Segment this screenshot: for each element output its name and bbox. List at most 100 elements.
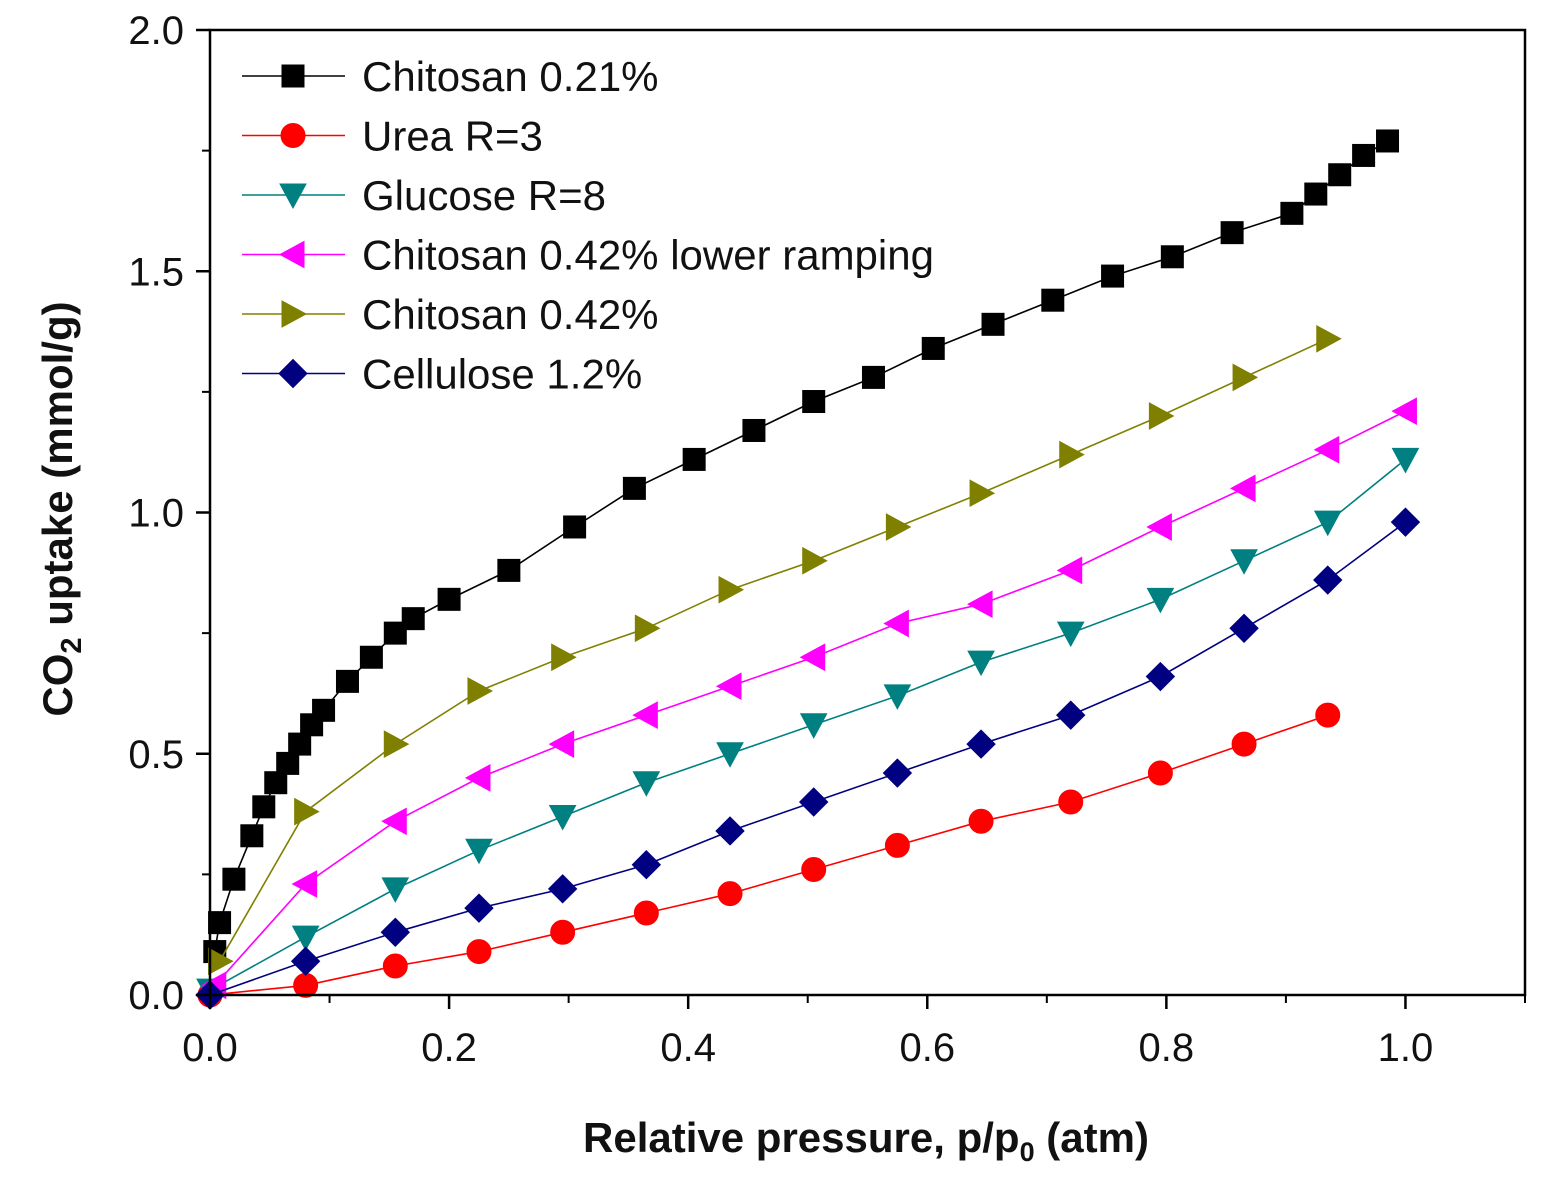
data-point xyxy=(222,867,246,891)
y-axis: 0.0 0.5 1.0 1.5 2.0 xyxy=(128,9,210,1018)
data-point xyxy=(1230,549,1258,575)
legend-item: Chitosan 0.42% xyxy=(242,291,659,338)
data-point xyxy=(290,946,321,976)
data-point xyxy=(883,684,912,710)
y-axis-title-subscript: 2 xyxy=(56,637,88,653)
data-point xyxy=(1313,510,1342,537)
data-point xyxy=(798,787,829,817)
data-point xyxy=(551,643,577,672)
data-point xyxy=(1352,143,1376,167)
x-axis: 0.0 0.2 0.4 0.6 0.8 1.0 xyxy=(182,995,1526,1070)
series-1 xyxy=(197,702,1341,1008)
data-point xyxy=(1328,163,1352,187)
data-point xyxy=(1059,440,1085,469)
data-point xyxy=(1147,760,1173,786)
series-2 xyxy=(196,447,1420,1005)
data-point xyxy=(1313,435,1340,464)
data-point xyxy=(802,390,826,414)
data-point xyxy=(291,925,320,952)
data-point xyxy=(622,476,646,500)
legend-marker xyxy=(280,123,306,148)
data-point xyxy=(335,669,359,693)
legend-label: Glucose R=8 xyxy=(362,172,606,219)
x-tick-label: 1.0 xyxy=(1378,1026,1434,1070)
data-point xyxy=(383,621,407,645)
data-point xyxy=(1145,661,1176,692)
data-point xyxy=(716,742,744,768)
x-tick-label: 0.8 xyxy=(1139,1026,1195,1070)
data-point xyxy=(742,418,766,442)
y-axis-title: CO2 uptake (mmol/g) xyxy=(34,301,88,716)
legend-marker xyxy=(281,64,305,88)
legend-item: Glucose R=8 xyxy=(242,172,606,219)
legend-label: Chitosan 0.42% xyxy=(362,291,659,338)
data-point xyxy=(464,764,491,792)
series-line xyxy=(209,714,1329,996)
series-line xyxy=(218,338,1329,962)
data-point xyxy=(437,587,461,611)
y-tick-label: 1.0 xyxy=(128,492,184,536)
data-point xyxy=(464,893,494,923)
x-axis-title: Relative pressure, p/p0 (atm) xyxy=(583,1114,1149,1167)
data-point xyxy=(1146,513,1172,541)
data-point xyxy=(294,797,320,826)
data-point xyxy=(208,911,232,935)
data-point xyxy=(631,850,662,880)
data-point xyxy=(381,807,407,836)
data-point xyxy=(1280,201,1304,225)
data-point xyxy=(1315,702,1341,728)
data-point xyxy=(1101,264,1125,288)
data-point xyxy=(288,732,312,756)
y-axis-title-tail: uptake (mmol/g) xyxy=(34,301,81,637)
data-point xyxy=(802,546,828,575)
legend-marker xyxy=(279,183,307,210)
data-point xyxy=(208,947,234,976)
data-point xyxy=(1304,182,1328,206)
data-point xyxy=(548,730,575,758)
data-point xyxy=(1232,363,1259,392)
data-point xyxy=(1229,613,1259,644)
data-point xyxy=(883,609,909,638)
legend-marker xyxy=(278,358,308,389)
legend-label: Urea R=3 xyxy=(362,113,543,160)
data-point xyxy=(799,643,826,672)
data-point xyxy=(1220,221,1244,245)
y-tick-label: 0.0 xyxy=(128,974,184,1018)
legend-item: Cellulose 1.2% xyxy=(242,351,642,398)
data-point xyxy=(291,870,318,898)
data-point xyxy=(1230,474,1256,503)
data-point xyxy=(967,590,993,619)
data-point xyxy=(1041,288,1065,312)
data-point xyxy=(276,751,300,775)
data-point xyxy=(264,771,288,795)
y-tick-label: 0.5 xyxy=(128,733,184,777)
data-point xyxy=(252,795,276,819)
data-point xyxy=(381,877,410,903)
data-point xyxy=(1391,397,1417,426)
y-axis-title-main: CO xyxy=(34,654,81,717)
data-point xyxy=(718,575,745,604)
data-point xyxy=(715,816,745,846)
data-point xyxy=(563,515,587,539)
data-point xyxy=(1390,507,1421,537)
data-point xyxy=(861,365,885,389)
legend-marker xyxy=(281,300,308,328)
data-point xyxy=(801,857,827,883)
x-tick-label: 0.4 xyxy=(660,1026,716,1070)
data-point xyxy=(1231,731,1257,757)
x-tick-label: 0.0 xyxy=(182,1026,238,1070)
data-point xyxy=(968,808,994,834)
series-3 xyxy=(200,397,1417,1000)
y-tick-label: 2.0 xyxy=(128,9,184,53)
data-point xyxy=(548,804,577,831)
data-point xyxy=(467,677,494,705)
x-tick-label: 0.6 xyxy=(899,1026,955,1070)
x-axis-title-tail: (atm) xyxy=(1035,1114,1149,1161)
data-point xyxy=(682,447,706,471)
data-point xyxy=(1313,565,1343,595)
data-point xyxy=(465,838,493,865)
data-point xyxy=(497,558,521,582)
legend-label: Chitosan 0.21% xyxy=(362,53,659,100)
data-point xyxy=(1146,587,1175,614)
